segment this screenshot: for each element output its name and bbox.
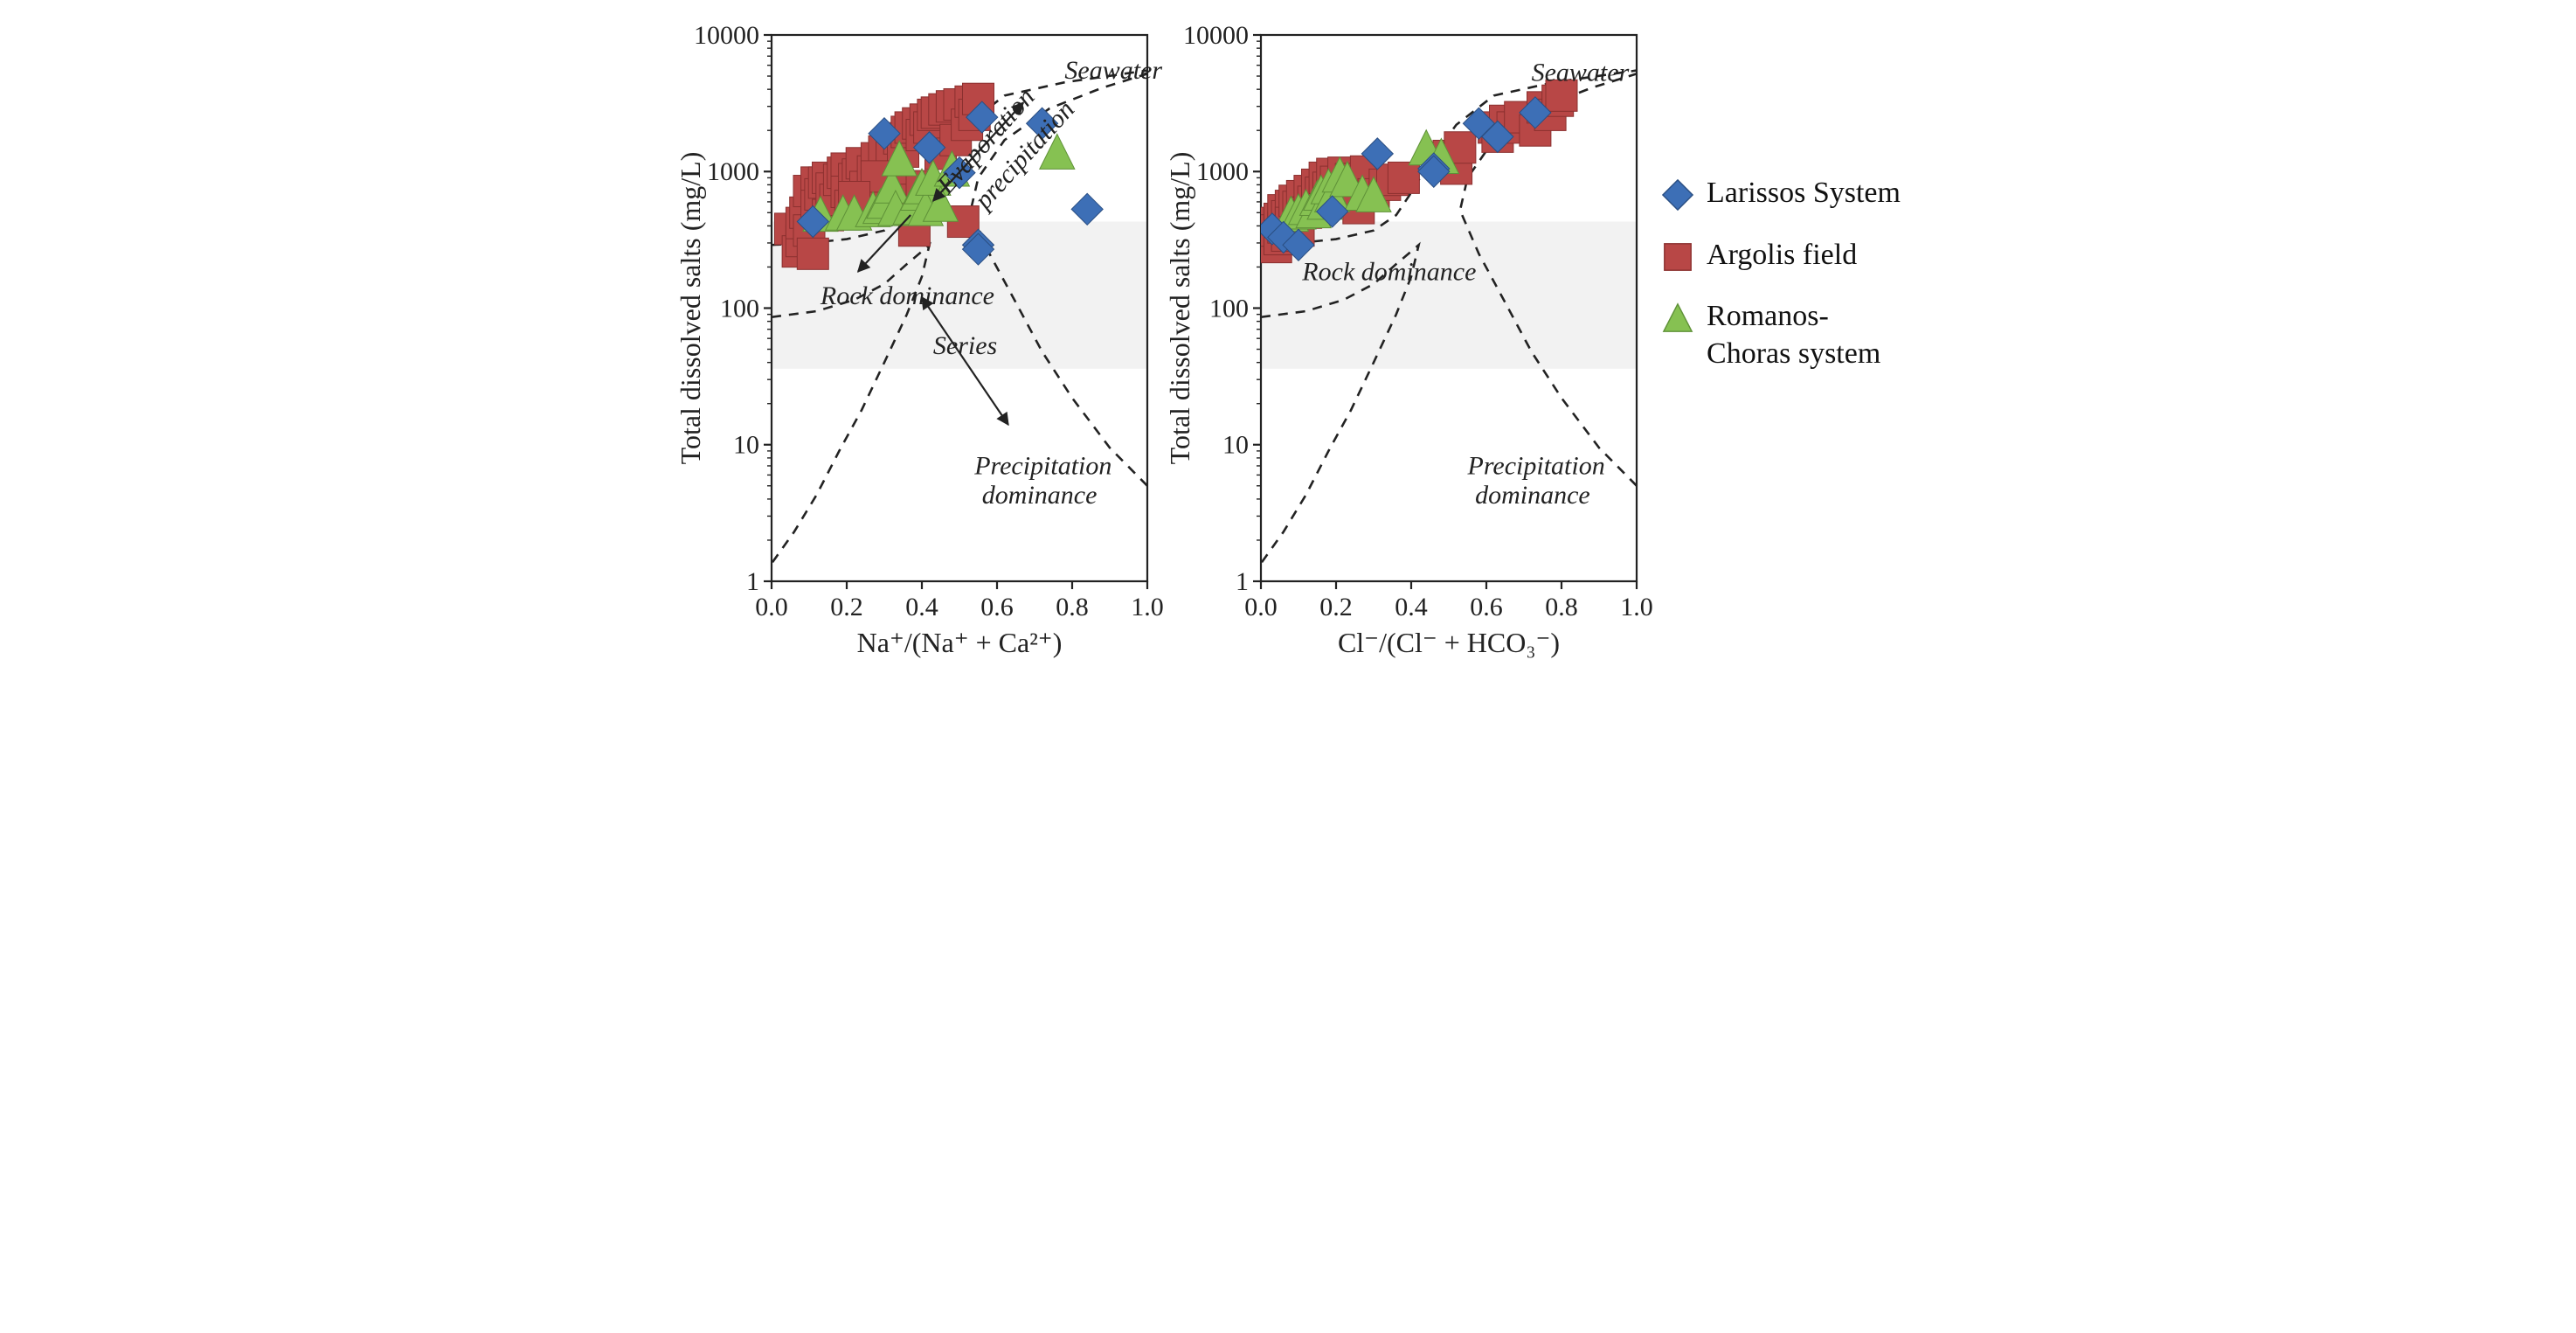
svg-text:1.0: 1.0	[1131, 593, 1164, 621]
svg-text:0.4: 0.4	[905, 593, 938, 621]
svg-text:10000: 10000	[1183, 21, 1249, 50]
gibbs-figure: 1 10 100 1000 10000 0.0 0.2 0.4 0.6 0.8 1.0 Total d…	[0, 0, 2576, 686]
svg-text:Series: Series	[933, 331, 997, 360]
svg-text:1000: 1000	[1196, 157, 1249, 186]
svg-text:Rock dominance: Rock dominance	[1301, 258, 1476, 287]
svg-text:100: 100	[1209, 294, 1249, 323]
svg-text:Total dissolved salts (mg/L): Total dissolved salts (mg/L)	[1165, 152, 1195, 465]
svg-text:Precipitation: Precipitation	[973, 451, 1111, 480]
svg-text:Precipitation: Precipitation	[1467, 451, 1605, 480]
svg-text:10: 10	[733, 431, 759, 460]
legend-item-larissos: Larissos System	[1661, 175, 1901, 212]
svg-text:dominance: dominance	[982, 481, 1098, 510]
legend: Larissos System Argolis field Romanos-Ch…	[1654, 17, 1901, 372]
triangle-icon	[1661, 302, 1694, 335]
svg-text:1: 1	[746, 567, 759, 596]
svg-text:0.4: 0.4	[1395, 593, 1428, 621]
svg-text:1: 1	[1236, 567, 1249, 596]
left-panel-svg: 1 10 100 1000 10000 0.0 0.2 0.4 0.6 0.8 1.0 Total d…	[675, 17, 1165, 664]
legend-item-romanos: Romanos-Choras system	[1661, 298, 1901, 372]
svg-text:10000: 10000	[694, 21, 759, 50]
svg-text:0.8: 0.8	[1056, 593, 1089, 621]
svg-text:Na⁺/(Na⁺ + Ca²⁺): Na⁺/(Na⁺ + Ca²⁺)	[857, 627, 1063, 658]
legend-label: Argolis field	[1707, 237, 1857, 274]
svg-text:Cl⁻/(Cl⁻ + HCO₃⁻): Cl⁻/(Cl⁻ + HCO₃⁻)	[1338, 627, 1560, 658]
right-panel: 1 10 100 1000 10000 0.0 0.2 0.4 0.6 0.8 1.0 Total d…	[1165, 17, 1654, 669]
legend-item-argolis: Argolis field	[1661, 237, 1901, 274]
svg-text:100: 100	[720, 294, 759, 323]
svg-text:0.2: 0.2	[1319, 593, 1353, 621]
svg-text:Rock dominance: Rock dominance	[820, 281, 994, 310]
svg-text:Seawater: Seawater	[1532, 59, 1630, 87]
legend-label: Romanos-Choras system	[1707, 298, 1880, 372]
svg-text:1.0: 1.0	[1620, 593, 1653, 621]
svg-text:0.0: 0.0	[1244, 593, 1278, 621]
svg-text:Total dissolved salts (mg/L): Total dissolved salts (mg/L)	[675, 152, 706, 465]
square-icon	[1661, 240, 1694, 274]
right-panel-svg: 1 10 100 1000 10000 0.0 0.2 0.4 0.6 0.8 1.0 Total d…	[1165, 17, 1654, 664]
diamond-icon	[1661, 178, 1694, 212]
svg-text:0.0: 0.0	[755, 593, 788, 621]
svg-text:Seawater: Seawater	[1064, 56, 1162, 85]
svg-text:0.2: 0.2	[830, 593, 863, 621]
svg-text:0.8: 0.8	[1545, 593, 1578, 621]
legend-label: Larissos System	[1707, 175, 1901, 212]
svg-text:10: 10	[1222, 431, 1249, 460]
svg-text:1000: 1000	[707, 157, 759, 186]
svg-text:dominance: dominance	[1475, 481, 1590, 510]
left-panel: 1 10 100 1000 10000 0.0 0.2 0.4 0.6 0.8 1.0 Total d…	[675, 17, 1165, 669]
svg-text:0.6: 0.6	[980, 593, 1014, 621]
svg-text:0.6: 0.6	[1470, 593, 1503, 621]
